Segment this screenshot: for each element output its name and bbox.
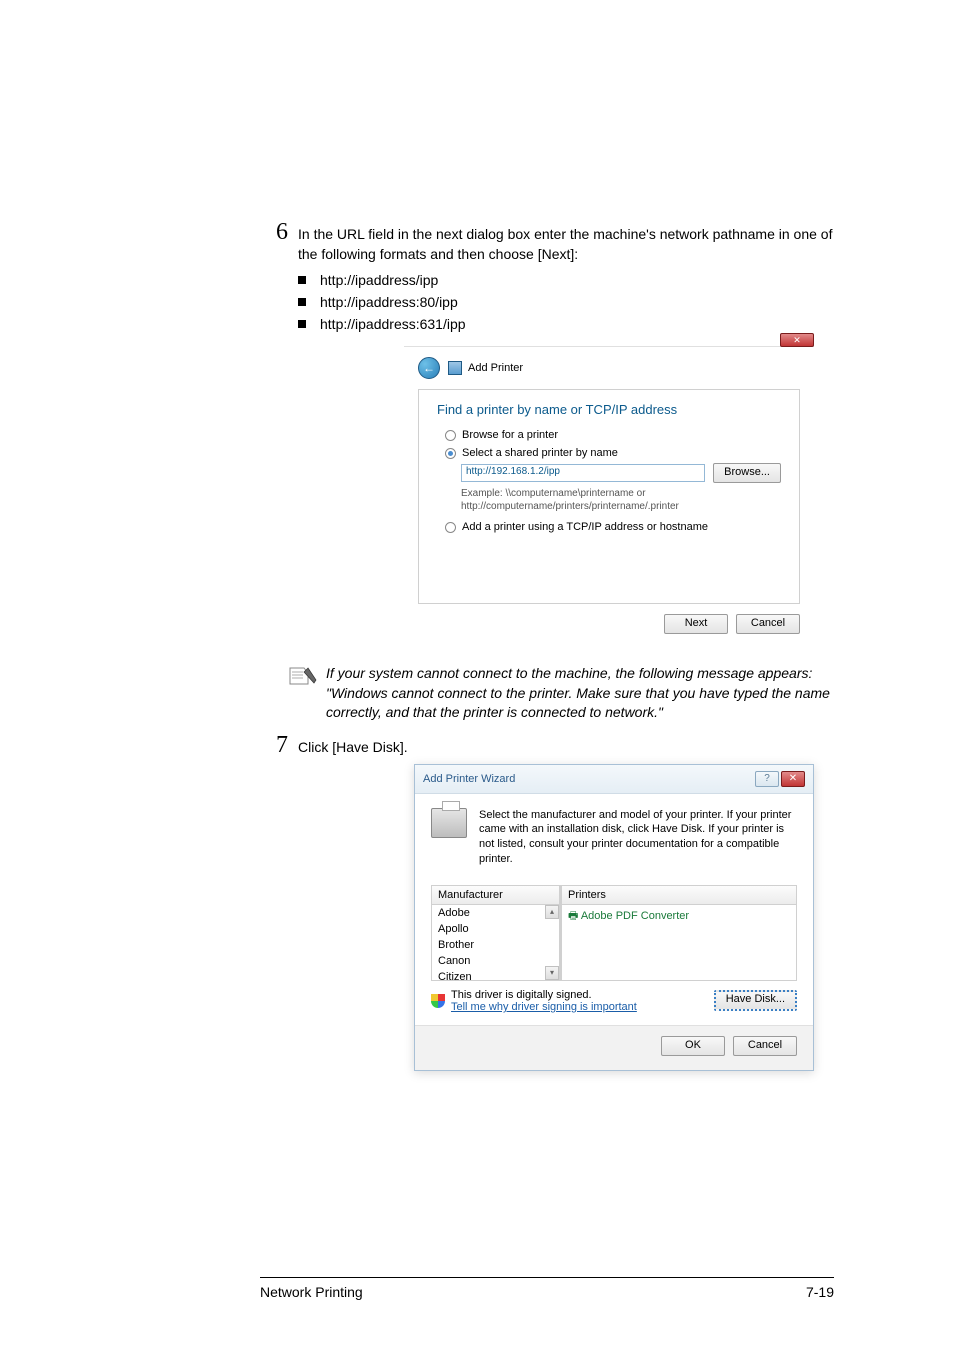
printer-icon: [448, 361, 462, 375]
bullet-text: http://ipaddress:80/ipp: [320, 294, 458, 310]
intro-text: Select the manufacturer and model of you…: [479, 808, 797, 867]
step6-text: In the URL field in the next dialog box …: [298, 220, 834, 264]
have-disk-button[interactable]: Have Disk...: [714, 990, 797, 1011]
list-item[interactable]: Brother: [432, 937, 559, 953]
note: If your system cannot connect to the mac…: [288, 664, 834, 723]
browse-button[interactable]: Browse...: [713, 463, 781, 483]
signed-block: This driver is digitally signed. Tell me…: [451, 989, 637, 1013]
list-item[interactable]: Citizen: [432, 969, 559, 981]
dialog-body: Find a printer by name or TCP/IP address…: [418, 389, 800, 604]
driver-signed-row: This driver is digitally signed. Tell me…: [431, 989, 797, 1013]
list-item[interactable]: Canon: [432, 953, 559, 969]
list-item[interactable]: Adobe: [432, 905, 559, 921]
radio-icon: [445, 430, 456, 441]
dialog-footer: OK Cancel: [415, 1025, 813, 1070]
url-input[interactable]: http://192.168.1.2/ipp: [461, 464, 705, 482]
step7: 7 Click [Have Disk].: [260, 733, 834, 758]
bullet-square-icon: [298, 298, 306, 306]
manufacturer-list[interactable]: Adobe Apollo Brother Canon Citizen ▴ ▾: [431, 905, 560, 981]
add-printer-dialog: ✕ ← Add Printer Find a printer by name o…: [404, 346, 814, 648]
cancel-button[interactable]: Cancel: [736, 614, 800, 634]
printer-icon: [431, 808, 467, 838]
col-label: Manufacturer: [438, 889, 503, 901]
printer-model-icon: 🖶: [568, 910, 581, 922]
titlebar: Add Printer Wizard ? ✕: [415, 765, 813, 794]
have-disk-wrap: Have Disk...: [714, 990, 797, 1011]
ok-button[interactable]: OK: [661, 1036, 725, 1056]
next-button[interactable]: Next: [664, 614, 728, 634]
intro-row: Select the manufacturer and model of you…: [431, 808, 797, 867]
close-icon[interactable]: ✕: [781, 771, 805, 787]
step6-number: 6: [260, 220, 288, 244]
step7-text: Click [Have Disk].: [298, 733, 408, 758]
page: 6 In the URL field in the next dialog bo…: [0, 0, 954, 1350]
manufacturer-header: Manufacturer: [431, 885, 560, 905]
bullet-square-icon: [298, 320, 306, 328]
scroll-up-icon[interactable]: ▴: [545, 905, 559, 919]
bullet-text: http://ipaddress/ipp: [320, 272, 438, 288]
spacer: [437, 535, 781, 585]
scrollbar[interactable]: ▴ ▾: [545, 905, 559, 980]
dialog-title: Add Printer Wizard: [423, 773, 515, 785]
dialog-footer: Next Cancel: [404, 614, 814, 648]
note-text: If your system cannot connect to the mac…: [326, 664, 834, 723]
shield-icon: [431, 994, 445, 1008]
step6-bullets: http://ipaddress/ipp http://ipaddress:80…: [298, 272, 834, 332]
list-item[interactable]: Apollo: [432, 921, 559, 937]
radio-tcpip[interactable]: Add a printer using a TCP/IP address or …: [445, 521, 781, 533]
bullet-text: http://ipaddress:631/ipp: [320, 316, 466, 332]
help-icon[interactable]: ?: [755, 771, 779, 787]
note-icon: [288, 664, 318, 693]
page-footer: Network Printing 7-19: [260, 1277, 834, 1300]
radio-label: Browse for a printer: [462, 429, 558, 441]
list-item[interactable]: 🖶 Adobe PDF Converter: [562, 905, 796, 928]
signing-important-link[interactable]: Tell me why driver signing is important: [451, 1001, 637, 1013]
radio-label: Add a printer using a TCP/IP address or …: [462, 521, 708, 533]
add-printer-wizard-dialog: Add Printer Wizard ? ✕ Select the manufa…: [414, 764, 814, 1071]
url-row: http://192.168.1.2/ipp Browse...: [461, 463, 781, 483]
close-icon[interactable]: ✕: [780, 333, 814, 347]
dialog-title: Add Printer: [468, 362, 523, 374]
scroll-down-icon[interactable]: ▾: [545, 966, 559, 980]
printers-column: Printers 🖶 Adobe PDF Converter: [561, 885, 797, 981]
example-line2: http://computername/printers/printername…: [461, 500, 781, 513]
signed-text: This driver is digitally signed.: [451, 989, 637, 1001]
example-line1: Example: \\computername\printername or: [461, 487, 781, 500]
bullet-item: http://ipaddress:631/ipp: [298, 316, 834, 332]
radio-select-shared[interactable]: Select a shared printer by name: [445, 447, 781, 459]
printers-list[interactable]: 🖶 Adobe PDF Converter: [561, 905, 797, 981]
footer-left: Network Printing: [260, 1284, 363, 1300]
example-text: Example: \\computername\printername or h…: [461, 487, 781, 513]
col-label: Printers: [568, 889, 606, 901]
step7-number: 7: [260, 733, 288, 757]
radio-icon: [445, 522, 456, 533]
dialog-body: Select the manufacturer and model of you…: [415, 794, 813, 1025]
printers-header: Printers: [561, 885, 797, 905]
cancel-button[interactable]: Cancel: [733, 1036, 797, 1056]
bullet-square-icon: [298, 276, 306, 284]
footer-right: 7-19: [806, 1284, 834, 1300]
manufacturer-column: Manufacturer Adobe Apollo Brother Canon …: [431, 885, 561, 981]
radio-browse[interactable]: Browse for a printer: [445, 429, 781, 441]
window-controls: ? ✕: [755, 771, 805, 787]
step6: 6 In the URL field in the next dialog bo…: [260, 220, 834, 264]
printer-item-label: Adobe PDF Converter: [581, 910, 689, 922]
bullet-item: http://ipaddress/ipp: [298, 272, 834, 288]
radio-icon: [445, 448, 456, 459]
list-area: Manufacturer Adobe Apollo Brother Canon …: [431, 885, 797, 981]
section-title: Find a printer by name or TCP/IP address: [437, 402, 781, 417]
back-icon[interactable]: ←: [418, 357, 440, 379]
bullet-item: http://ipaddress:80/ipp: [298, 294, 834, 310]
radio-label: Select a shared printer by name: [462, 447, 618, 459]
dialog-header: ← Add Printer: [404, 347, 814, 385]
